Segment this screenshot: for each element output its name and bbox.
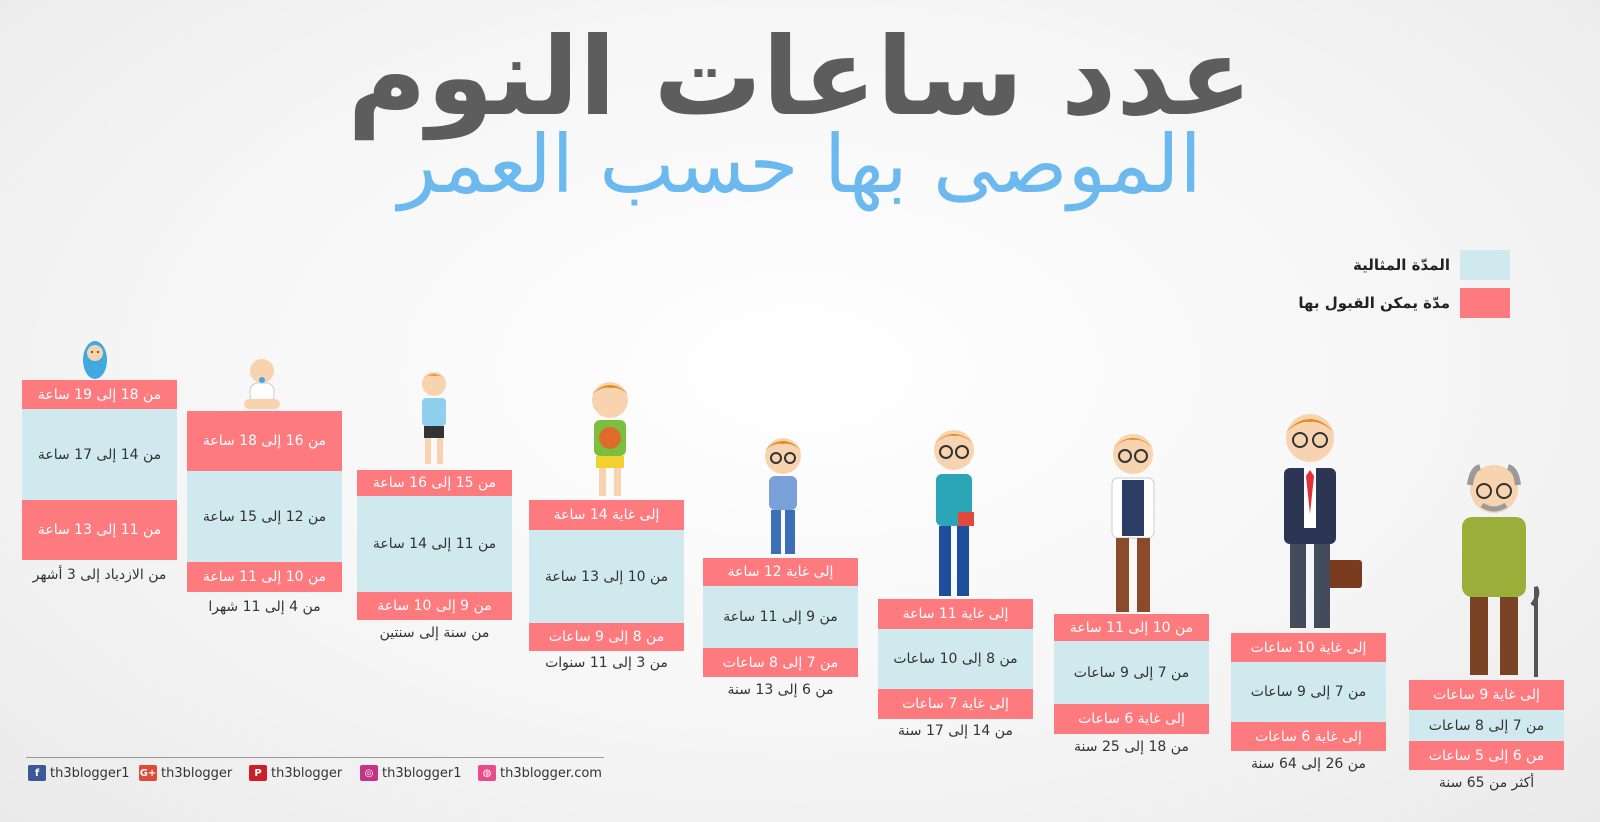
ideal-range: من 12 إلى 15 ساعة xyxy=(187,471,342,562)
ideal-range: من 7 إلى 8 ساعات xyxy=(1409,710,1564,741)
instagram-icon: ◎ xyxy=(360,765,378,781)
page-subtitle: الموصى بها حسب العمر xyxy=(398,118,1202,211)
age-label: من 6 إلى 13 سنة xyxy=(727,682,834,698)
schoolboy-figure-icon xyxy=(765,438,801,554)
legend-label-ideal: المدّة المثالية xyxy=(1352,256,1450,274)
age-column-child: إلى غاية 14 ساعة من 10 إلى 13 ساعة من 8 … xyxy=(529,500,684,680)
age-label: من الازدياد إلى 3 أشهر xyxy=(32,567,167,583)
acceptable-upper-range: إلى غاية 14 ساعة xyxy=(529,500,684,530)
google-plus-icon: G+ xyxy=(139,765,157,781)
businessman-figure-icon xyxy=(1284,414,1362,628)
social-google-plus[interactable]: G+ th3blogger xyxy=(139,765,232,781)
acceptable-lower-range: إلى غاية 7 ساعات xyxy=(878,689,1033,719)
acceptable-upper-range: من 18 إلى 19 ساعة xyxy=(22,380,177,409)
acceptable-lower-range: إلى غاية 6 ساعات xyxy=(1231,722,1386,751)
ideal-range: من 7 إلى 9 ساعات xyxy=(1054,641,1209,704)
age-label: من 4 إلى 11 شهرا xyxy=(208,599,321,615)
legend-label-acceptable: مدّة يمكن القبول بها xyxy=(1298,294,1450,312)
acceptable-upper-range: إلى غاية 12 ساعة xyxy=(703,558,858,586)
age-label: من سنة إلى سنتين xyxy=(379,625,490,641)
age-column-toddler: من 15 إلى 16 ساعة من 11 إلى 14 ساعة من 9… xyxy=(357,470,512,650)
ideal-range: من 14 إلى 17 ساعة xyxy=(22,409,177,500)
social-facebook[interactable]: f th3blogger1 xyxy=(28,765,130,781)
page-title: عدد ساعات النوم xyxy=(347,15,1253,140)
child-with-ball-figure-icon xyxy=(592,382,628,496)
ideal-range: من 9 إلى 11 ساعة xyxy=(703,586,858,648)
acceptable-lower-range: إلى غاية 6 ساعات xyxy=(1054,704,1209,734)
dribbble-icon: ◍ xyxy=(478,765,496,781)
social-instagram[interactable]: ◎ th3blogger1 xyxy=(360,765,462,781)
facebook-icon: f xyxy=(28,765,46,781)
acceptable-lower-range: من 6 إلى 5 ساعات xyxy=(1409,741,1564,770)
ideal-range: من 10 إلى 13 ساعة xyxy=(529,530,684,623)
age-column-young-adult: من 10 إلى 11 ساعة من 7 إلى 9 ساعات إلى غ… xyxy=(1054,614,1209,764)
acceptable-upper-range: إلى غاية 10 ساعات xyxy=(1231,633,1386,662)
social-handle: th3blogger.com xyxy=(500,765,602,781)
acceptable-upper-range: من 16 إلى 18 ساعة xyxy=(187,411,342,471)
age-label: من 14 إلى 17 سنة xyxy=(898,723,1013,739)
age-column-newborn: من 18 إلى 19 ساعة من 14 إلى 17 ساعة من 1… xyxy=(22,380,177,600)
age-label: من 26 إلى 64 سنة xyxy=(1251,756,1366,772)
age-column-school-age: إلى غاية 12 ساعة من 9 إلى 11 ساعة من 7 إ… xyxy=(703,558,858,708)
acceptable-upper-range: إلى غاية 9 ساعات xyxy=(1409,680,1564,710)
social-website[interactable]: ◍ th3blogger.com xyxy=(478,765,602,781)
acceptable-lower-range: من 10 إلى 11 ساعة xyxy=(187,562,342,592)
social-handle: th3blogger xyxy=(161,765,233,781)
social-handle: th3blogger1 xyxy=(382,765,462,781)
acceptable-upper-range: إلى غاية 11 ساعة xyxy=(878,599,1033,629)
age-column-infant: من 16 إلى 18 ساعة من 12 إلى 15 ساعة من 1… xyxy=(187,411,342,631)
acceptable-lower-range: من 11 إلى 13 ساعة xyxy=(22,500,177,560)
toddler-figure-icon xyxy=(422,372,446,464)
social-pinterest[interactable]: P th3blogger xyxy=(249,765,342,781)
age-column-adult: إلى غاية 10 ساعات من 7 إلى 9 ساعات إلى غ… xyxy=(1231,633,1386,783)
acceptable-lower-range: من 8 إلى 9 ساعات xyxy=(529,623,684,651)
baby-figure-icon xyxy=(244,359,280,409)
legend-swatch-ideal xyxy=(1460,250,1510,280)
age-label: أكثر من 65 سنة xyxy=(1438,775,1535,791)
acceptable-lower-range: من 7 إلى 8 ساعات xyxy=(703,648,858,677)
age-column-teen: إلى غاية 11 ساعة من 8 إلى 10 ساعات إلى غ… xyxy=(878,599,1033,749)
acceptable-upper-range: من 10 إلى 11 ساعة xyxy=(1054,614,1209,641)
age-label: من 18 إلى 25 سنة xyxy=(1074,739,1189,755)
footer-divider xyxy=(26,757,604,758)
young-adult-figure-icon xyxy=(1111,434,1155,612)
age-column-senior: إلى غاية 9 ساعات من 7 إلى 8 ساعات من 6 إ… xyxy=(1409,680,1564,800)
newborn-figure-icon xyxy=(83,341,107,379)
ideal-range: من 8 إلى 10 ساعات xyxy=(878,629,1033,689)
age-label: من 3 إلى 11 سنوات xyxy=(545,655,668,671)
acceptable-lower-range: من 9 إلى 10 ساعة xyxy=(357,592,512,620)
legend-swatch-acceptable xyxy=(1460,288,1510,318)
social-handle: th3blogger xyxy=(271,765,343,781)
teen-figure-icon xyxy=(934,430,974,596)
social-handle: th3blogger1 xyxy=(50,765,130,781)
acceptable-upper-range: من 15 إلى 16 ساعة xyxy=(357,470,512,496)
legend: المدّة المثالية مدّة يمكن القبول بها xyxy=(1290,250,1510,330)
ideal-range: من 11 إلى 14 ساعة xyxy=(357,496,512,592)
pinterest-icon: P xyxy=(249,765,267,781)
ideal-range: من 7 إلى 9 ساعات xyxy=(1231,662,1386,722)
senior-figure-icon xyxy=(1462,464,1540,677)
